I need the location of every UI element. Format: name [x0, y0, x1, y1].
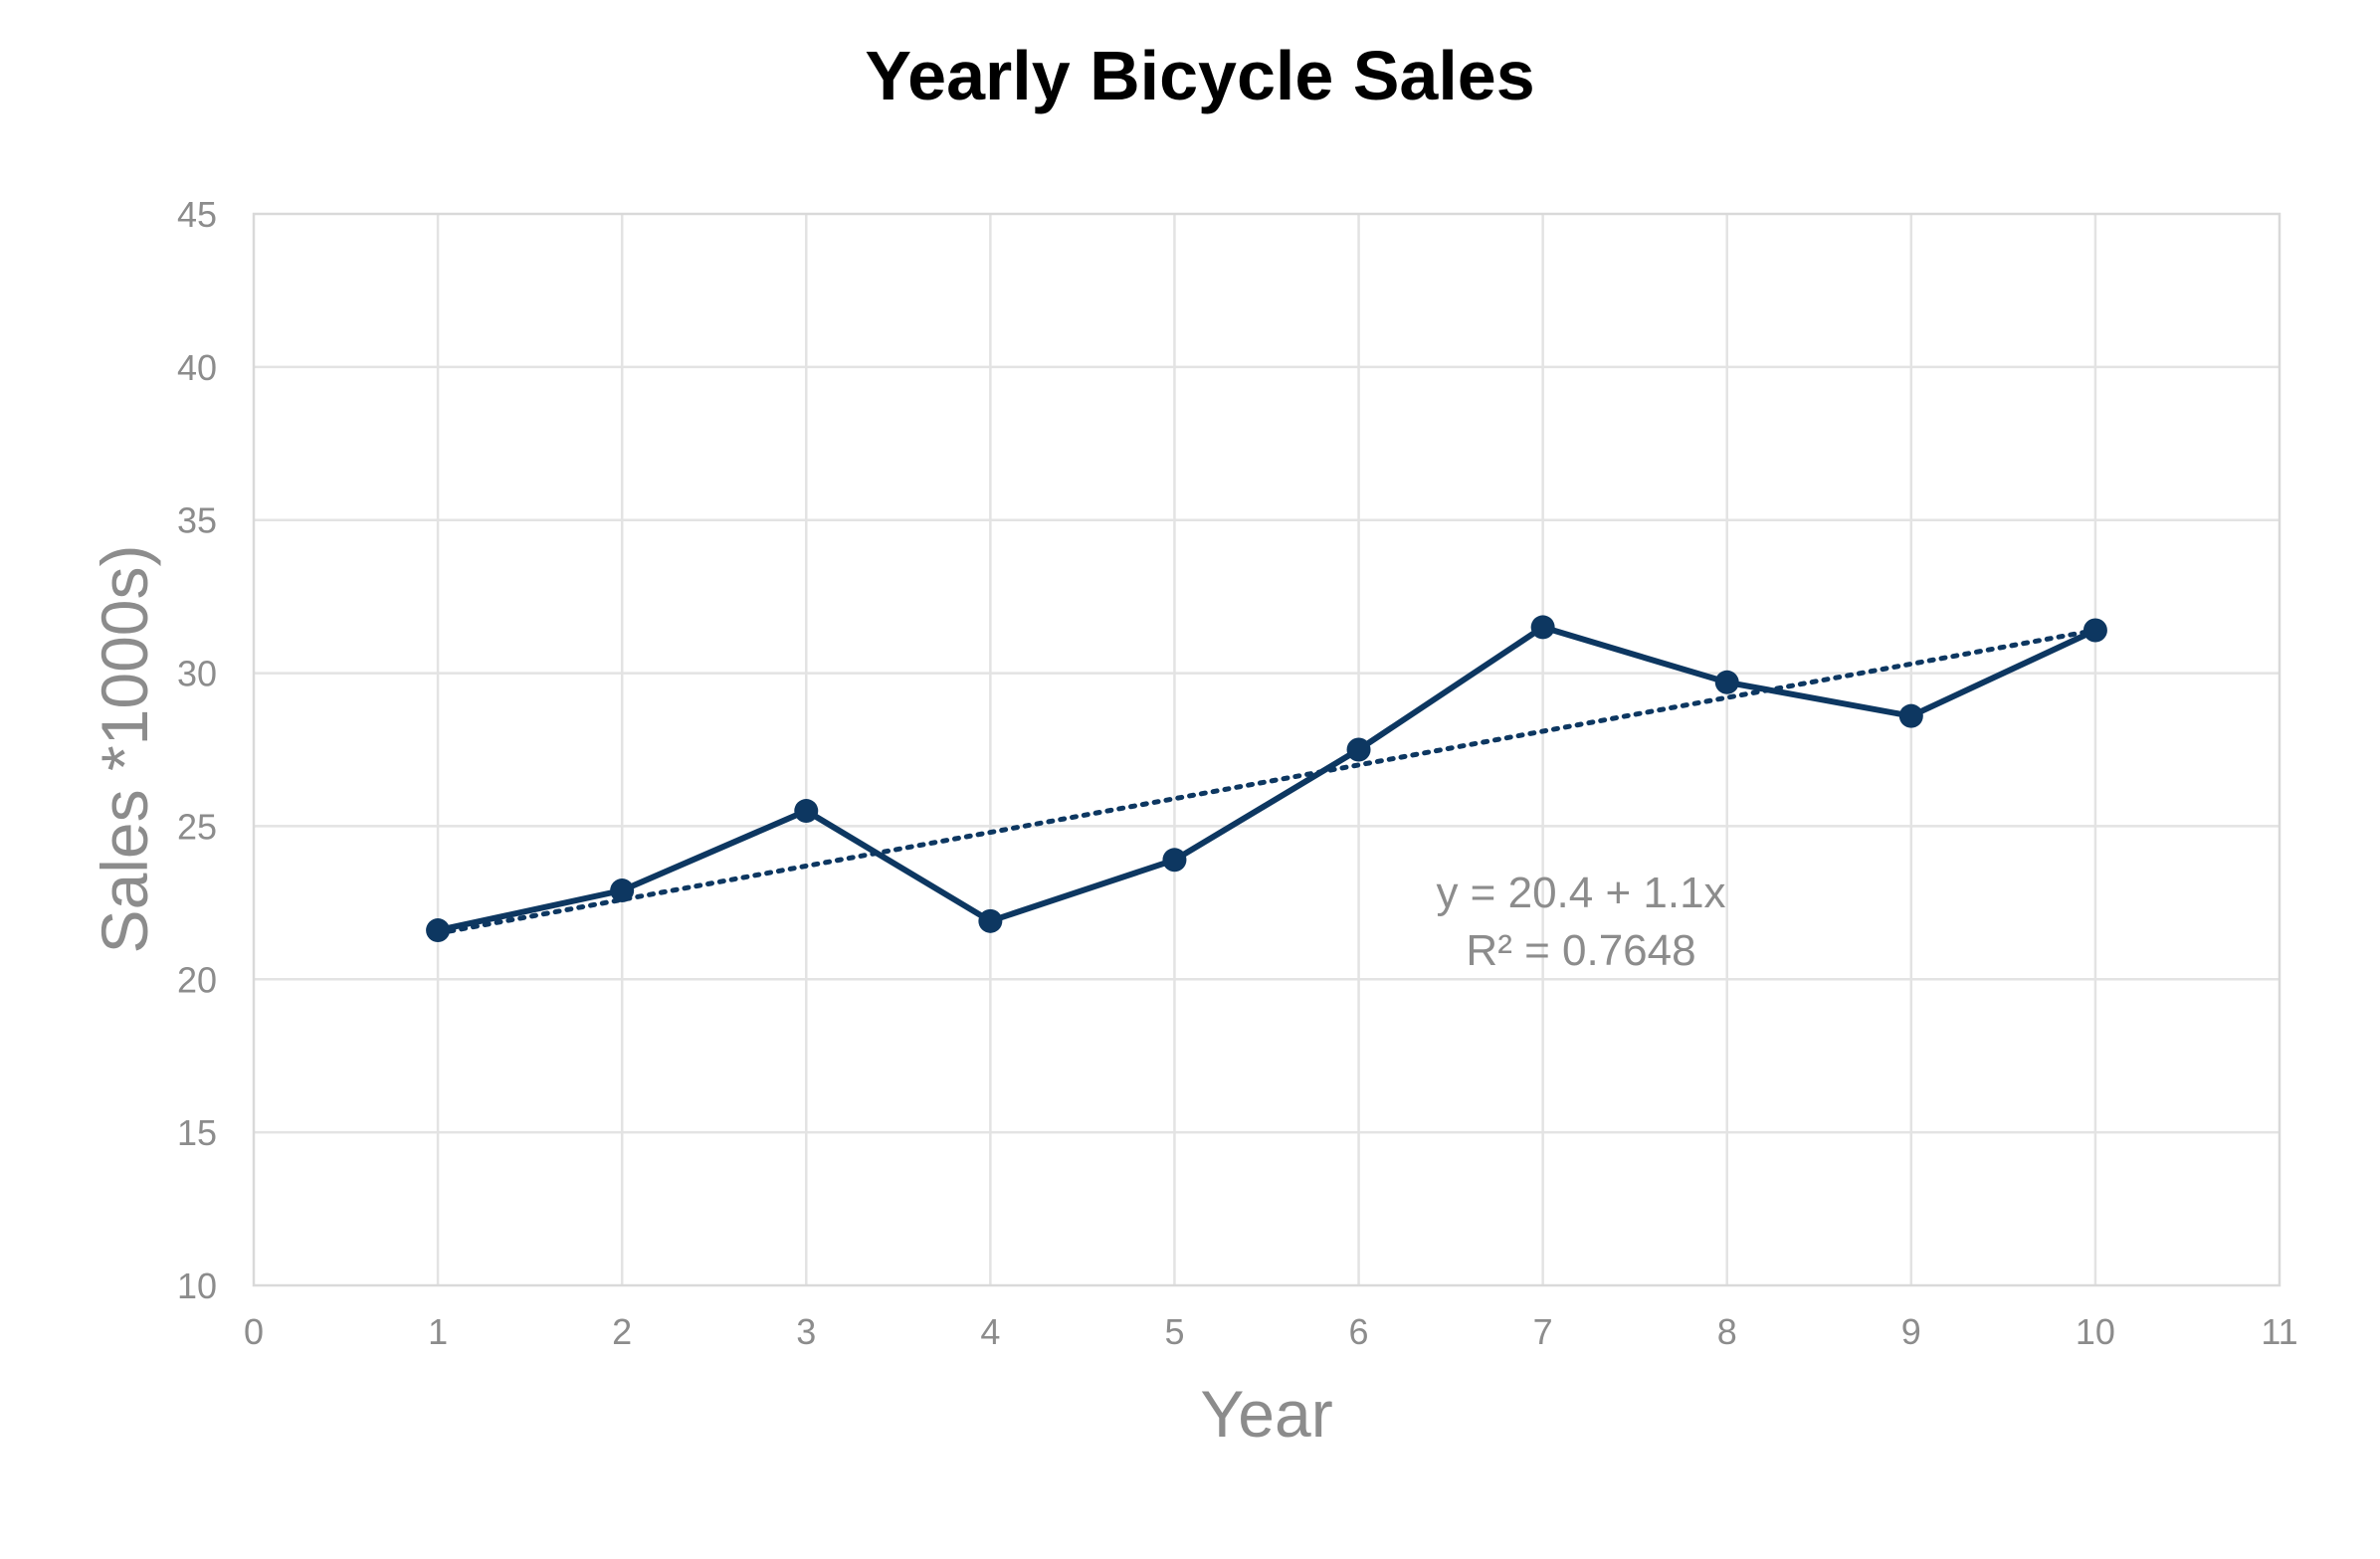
data-point [1530, 615, 1555, 640]
series-line [435, 624, 2098, 934]
trendline-path [435, 627, 2098, 936]
data-point [1898, 703, 1923, 728]
data-point [794, 799, 819, 824]
trendline-r-squared: R² = 0.7648 [1466, 926, 1695, 975]
x-tick-label: 2 [612, 1311, 632, 1352]
y-axis-ticks: 10 15 20 25 30 35 40 45 [177, 194, 217, 1306]
y-tick-label: 25 [177, 806, 217, 847]
y-tick-label: 30 [177, 654, 217, 694]
x-axis-ticks: 0 1 2 3 4 5 6 7 8 9 10 11 [244, 1311, 2298, 1352]
x-tick-label: 9 [1901, 1311, 1921, 1352]
trendline [435, 627, 2098, 936]
data-point [1162, 848, 1187, 873]
data-point [610, 878, 635, 903]
data-point [1714, 670, 1739, 694]
x-tick-label: 4 [980, 1311, 1000, 1352]
data-point [426, 918, 451, 943]
x-tick-label: 1 [428, 1311, 448, 1352]
data-point [978, 908, 1003, 933]
x-tick-label: 10 [2076, 1311, 2115, 1352]
x-tick-label: 6 [1349, 1311, 1369, 1352]
x-tick-label: 5 [1164, 1311, 1184, 1352]
x-tick-label: 3 [796, 1311, 816, 1352]
y-axis-label: Sales *1000s) [88, 545, 161, 954]
y-tick-label: 40 [177, 347, 217, 388]
y-tick-label: 15 [177, 1112, 217, 1153]
y-tick-label: 35 [177, 500, 217, 541]
x-tick-label: 7 [1533, 1311, 1553, 1352]
x-tick-label: 11 [2261, 1311, 2297, 1352]
x-tick-label: 8 [1717, 1311, 1737, 1352]
chart-title: Yearly Bicycle Sales [865, 37, 1534, 114]
plot-area [252, 212, 2281, 1287]
y-tick-label: 45 [177, 194, 217, 235]
trendline-equation: y = 20.4 + 1.1x [1436, 869, 1725, 917]
y-tick-label: 10 [177, 1266, 217, 1306]
x-tick-label: 0 [244, 1311, 264, 1352]
data-series [426, 615, 2107, 943]
data-point [2082, 618, 2107, 643]
x-axis-label: Year [1200, 1377, 1332, 1451]
grid [254, 214, 2280, 1285]
data-point [1346, 737, 1371, 762]
y-tick-label: 20 [177, 959, 217, 1000]
